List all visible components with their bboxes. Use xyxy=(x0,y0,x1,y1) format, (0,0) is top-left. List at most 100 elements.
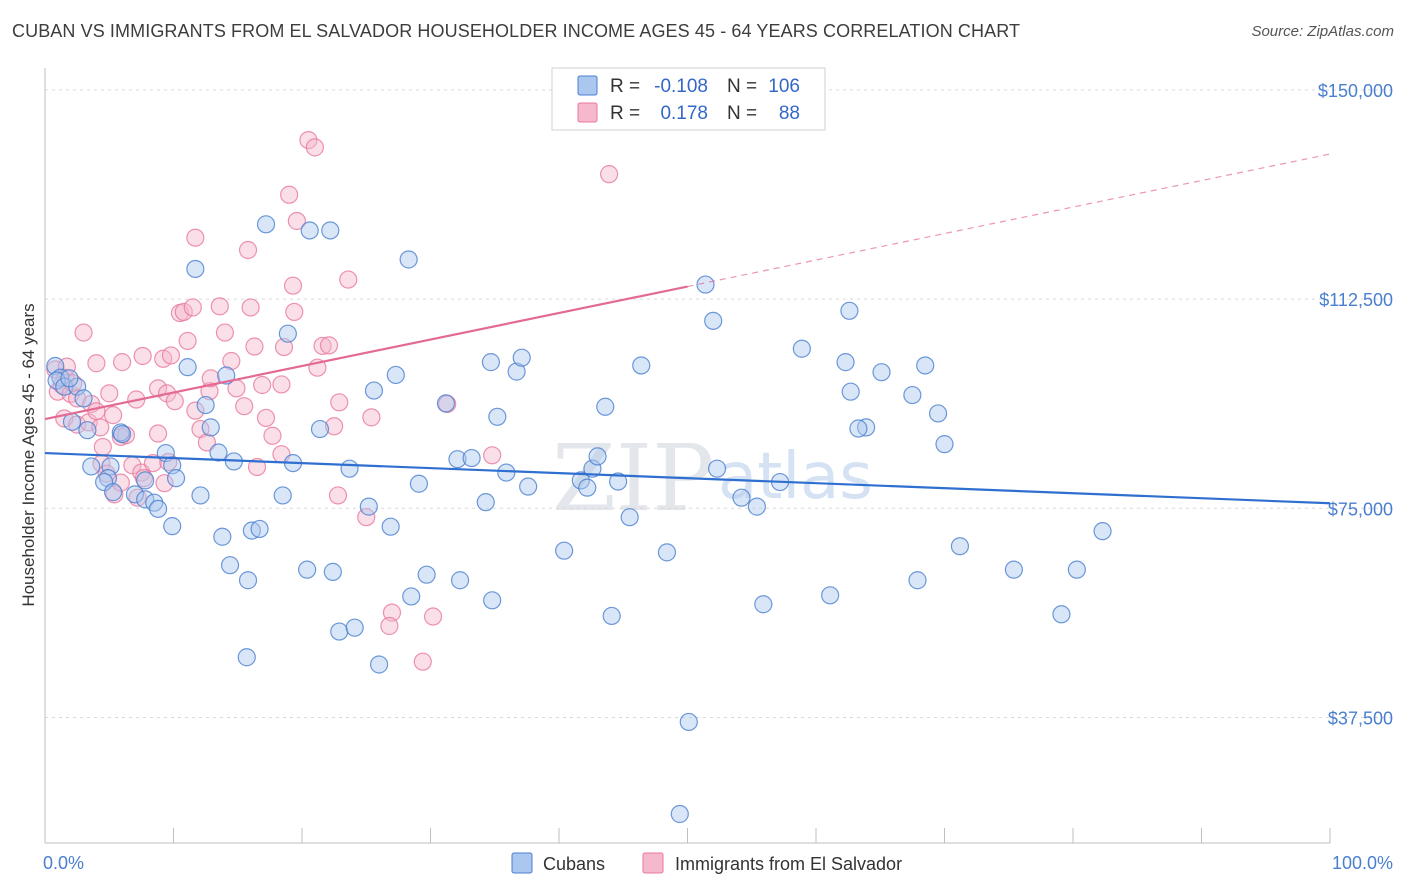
scatter-point xyxy=(849,419,868,438)
scatter-point xyxy=(313,336,332,356)
chart-source: Source: ZipAtlas.com xyxy=(1251,23,1394,40)
scatter-point xyxy=(93,437,112,457)
correlation-legend: R = -0.108 N = 106 R = 0.178 N = 88 xyxy=(551,67,826,131)
scatter-point xyxy=(285,302,304,322)
scatter-point xyxy=(330,622,349,641)
scatter-point xyxy=(357,508,376,527)
legend-swatch-el-salvador xyxy=(577,102,598,123)
scatter-point xyxy=(263,426,282,445)
scatter-point xyxy=(364,381,384,400)
scatter-point xyxy=(1052,605,1071,624)
scatter-point xyxy=(183,298,202,317)
scatter-point xyxy=(278,324,297,343)
x-tick-label-min: 0.0% xyxy=(43,853,84,873)
y-tick-labels: $150,000 $112,500 $75,000 $37,500 xyxy=(1318,81,1393,729)
scatter-point xyxy=(274,337,294,357)
watermark-atlas: atlas xyxy=(718,440,873,514)
scatter-point xyxy=(707,459,727,478)
scatter-point xyxy=(386,365,405,385)
scatter-point xyxy=(370,655,389,674)
scatter-point xyxy=(235,397,254,416)
scatter-point xyxy=(380,616,399,636)
scatter-point xyxy=(148,379,168,398)
scatter-point xyxy=(507,362,526,381)
scatter-point xyxy=(166,469,186,488)
el-salvador-trend-line-extension xyxy=(687,153,1331,288)
scatter-point xyxy=(792,339,811,358)
el-salvador-trend-line xyxy=(44,285,688,421)
scatter-point xyxy=(256,408,276,428)
scatter-point xyxy=(339,270,358,289)
scatter-point xyxy=(1004,560,1023,579)
scatter-point xyxy=(272,375,291,394)
scatter-point xyxy=(78,421,97,440)
scatter-point xyxy=(136,471,155,490)
scatter-point xyxy=(242,521,261,540)
scatter-point xyxy=(908,571,927,590)
scatter-point xyxy=(186,259,205,279)
scatter-point xyxy=(497,463,516,482)
scatter-point xyxy=(74,323,93,342)
scatter-point xyxy=(402,587,421,606)
scatter-point xyxy=(87,402,106,421)
series-el-salvador xyxy=(46,131,619,671)
scatter-point xyxy=(74,389,93,408)
scatter-point xyxy=(238,240,258,260)
scatter-point xyxy=(704,311,723,330)
legend-n-value-el-salvador: 88 xyxy=(779,103,800,124)
scatter-point xyxy=(253,375,272,395)
scatter-point xyxy=(197,433,217,452)
bottom-legend-swatch-el-salvador xyxy=(642,852,664,874)
scatter-point xyxy=(247,457,267,477)
scatter-point xyxy=(679,712,698,732)
scatter-point xyxy=(596,397,615,416)
scatter-point xyxy=(840,301,859,320)
scatter-point xyxy=(555,541,574,560)
scatter-point xyxy=(68,415,87,434)
scatter-point xyxy=(201,418,220,437)
scatter-point xyxy=(417,565,436,584)
scatter-point xyxy=(201,369,220,388)
trend-lines xyxy=(44,153,1331,505)
legend-r-value-el-salvador: 0.178 xyxy=(660,103,708,124)
scatter-point xyxy=(476,493,495,512)
scatter-point xyxy=(104,483,123,502)
scatter-point xyxy=(287,211,306,231)
scatter-point xyxy=(903,385,922,405)
scatter-point xyxy=(196,395,215,415)
scatter-point xyxy=(62,412,82,431)
watermark: ZIP atlas xyxy=(552,425,873,532)
scatter-point xyxy=(178,331,197,351)
scatter-point xyxy=(413,652,432,671)
scatter-point xyxy=(46,356,65,376)
scatter-point xyxy=(128,488,147,507)
scatter-point xyxy=(462,448,481,468)
scatter-point xyxy=(325,417,344,436)
scatter-point xyxy=(250,519,269,539)
scatter-point xyxy=(340,459,359,478)
scatter-point xyxy=(323,562,342,581)
scatter-point xyxy=(104,406,123,425)
scatter-point xyxy=(399,250,418,269)
scatter-point xyxy=(382,603,402,622)
scatter-point xyxy=(125,485,145,504)
cubans-trend-line xyxy=(44,451,1331,505)
scatter-point xyxy=(220,556,240,575)
legend-r-label-el-salvador: R = xyxy=(610,103,640,124)
scatter-point xyxy=(191,486,210,505)
scatter-point xyxy=(916,356,935,375)
scatter-point xyxy=(328,486,348,505)
scatter-point xyxy=(241,298,260,317)
scatter-point xyxy=(928,404,948,423)
legend-r-label-cubans: R = xyxy=(610,76,640,97)
chart-title: CUBAN VS IMMIGRANTS FROM EL SALVADOR HOU… xyxy=(12,21,1021,41)
scatter-point xyxy=(602,606,621,626)
scatter-point xyxy=(310,419,330,439)
scatter-point xyxy=(87,354,106,373)
scatter-point xyxy=(280,185,299,204)
scatter-point xyxy=(632,356,651,375)
scatter-point xyxy=(330,393,349,412)
scatter-point xyxy=(186,228,205,247)
scatter-point xyxy=(155,474,174,493)
